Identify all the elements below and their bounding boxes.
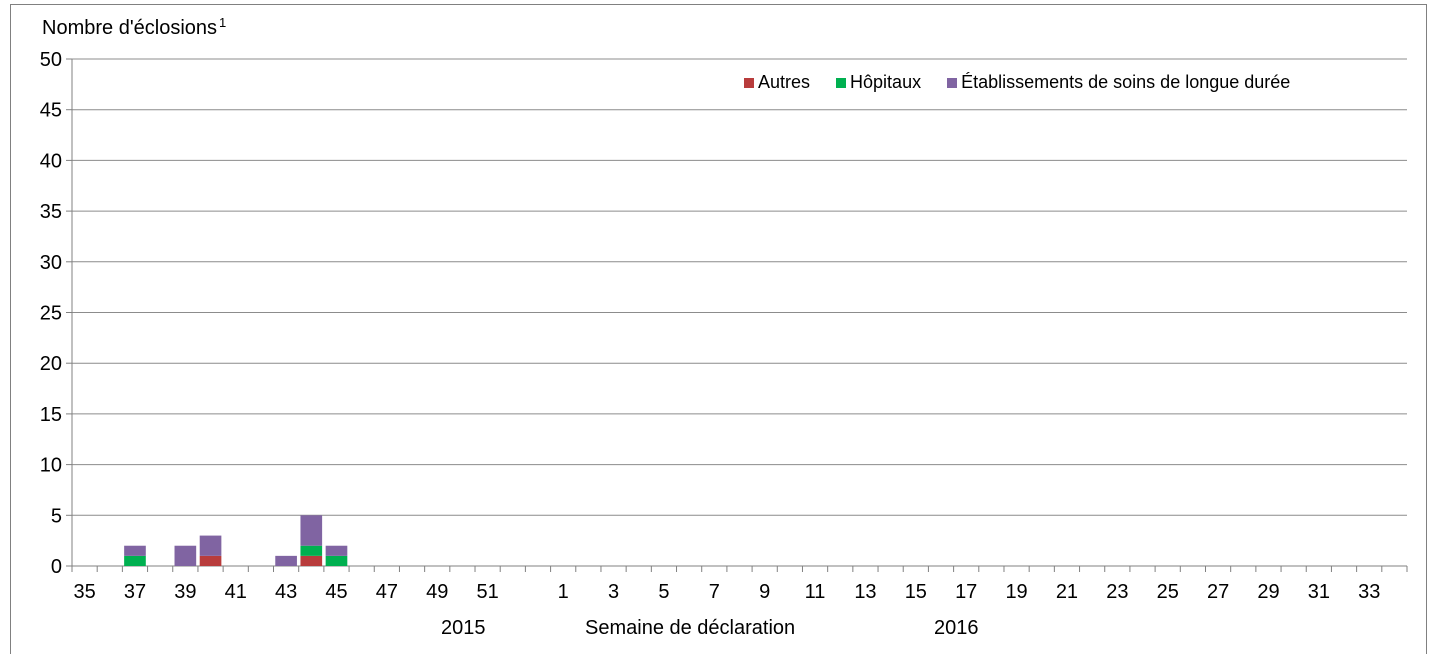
x-tick-label-33: 33 — [1358, 581, 1380, 603]
x-tick-label-15: 15 — [905, 581, 927, 603]
x-tick-label-49: 49 — [426, 581, 448, 603]
bar-37-series-2 — [124, 545, 146, 556]
y-tick-label-15: 15 — [40, 404, 62, 426]
chart-frame — [10, 4, 1427, 654]
x-tick-label-29: 29 — [1257, 581, 1279, 603]
x-tick-label-45: 45 — [325, 581, 347, 603]
x-tick-label-17: 17 — [955, 581, 977, 603]
bar-40-series-2 — [199, 535, 222, 556]
x-tick-label-13: 13 — [854, 581, 876, 603]
bar-37-series-1 — [124, 555, 146, 566]
x-axis-title: Semaine de déclaration — [585, 617, 796, 639]
x-tick-label-1: 1 — [558, 581, 569, 603]
x-tick-label-37: 37 — [124, 581, 146, 603]
legend-item-autres: Autres — [744, 72, 810, 93]
x-tick-label-23: 23 — [1106, 581, 1128, 603]
bar-45-series-2 — [325, 545, 348, 556]
x-tick-label-41: 41 — [225, 581, 247, 603]
legend: Autres Hôpitaux Établissements de soins … — [744, 72, 1290, 93]
y-tick-label-0: 0 — [51, 556, 62, 578]
bar-40-series-0 — [199, 555, 222, 566]
y-tick-label-20: 20 — [40, 353, 62, 375]
y-tick-label-35: 35 — [40, 201, 62, 223]
x-tick-label-25: 25 — [1157, 581, 1179, 603]
bar-44-series-0 — [300, 555, 323, 566]
bar-44-series-2 — [300, 515, 323, 546]
legend-item-etablissements: Établissements de soins de longue durée — [947, 72, 1290, 93]
x-tick-label-27: 27 — [1207, 581, 1229, 603]
y-tick-label-40: 40 — [40, 150, 62, 172]
x-tick-label-11: 11 — [805, 581, 826, 603]
y-tick-label-50: 50 — [40, 49, 62, 71]
x-tick-label-47: 47 — [376, 581, 398, 603]
legend-label-hopitaux: Hôpitaux — [850, 72, 922, 92]
x-tick-label-21: 21 — [1056, 581, 1078, 603]
legend-label-autres: Autres — [758, 72, 811, 92]
bar-45-series-1 — [325, 555, 348, 566]
y-axis-title: Nombre d'éclosions 1 — [42, 15, 227, 39]
bar-39-series-2 — [174, 545, 197, 566]
y-tick-label-5: 5 — [51, 505, 62, 527]
x-tick-label-7: 7 — [709, 581, 720, 603]
legend-swatch-etablissements — [947, 77, 958, 88]
legend-swatch-hopitaux — [836, 77, 847, 88]
legend-label-etablissements: Établissements de soins de longue durée — [961, 72, 1291, 92]
y-axis-title-footnote: 1 — [219, 15, 227, 30]
legend-item-hopitaux: Hôpitaux — [836, 72, 921, 93]
x-tick-label-9: 9 — [759, 581, 770, 603]
x-tick-label-39: 39 — [174, 581, 196, 603]
y-tick-label-10: 10 — [40, 455, 62, 477]
legend-swatch-autres — [744, 77, 754, 88]
x-tick-label-51: 51 — [476, 581, 498, 603]
x-tick-label-43: 43 — [275, 581, 297, 603]
bar-44-series-1 — [300, 545, 323, 556]
x-tick-label-31: 31 — [1308, 581, 1330, 603]
y-tick-label-25: 25 — [40, 303, 62, 325]
x-tick-label-35: 35 — [73, 581, 95, 603]
year-label-2016: 2016 — [934, 617, 979, 639]
x-tick-label-19: 19 — [1005, 581, 1027, 603]
bar-43-series-2 — [275, 555, 297, 566]
year-label-2015: 2015 — [441, 617, 486, 639]
y-tick-label-45: 45 — [40, 100, 62, 122]
x-tick-label-3: 3 — [608, 581, 619, 603]
x-tick-label-5: 5 — [658, 581, 669, 603]
y-tick-label-30: 30 — [40, 252, 62, 274]
